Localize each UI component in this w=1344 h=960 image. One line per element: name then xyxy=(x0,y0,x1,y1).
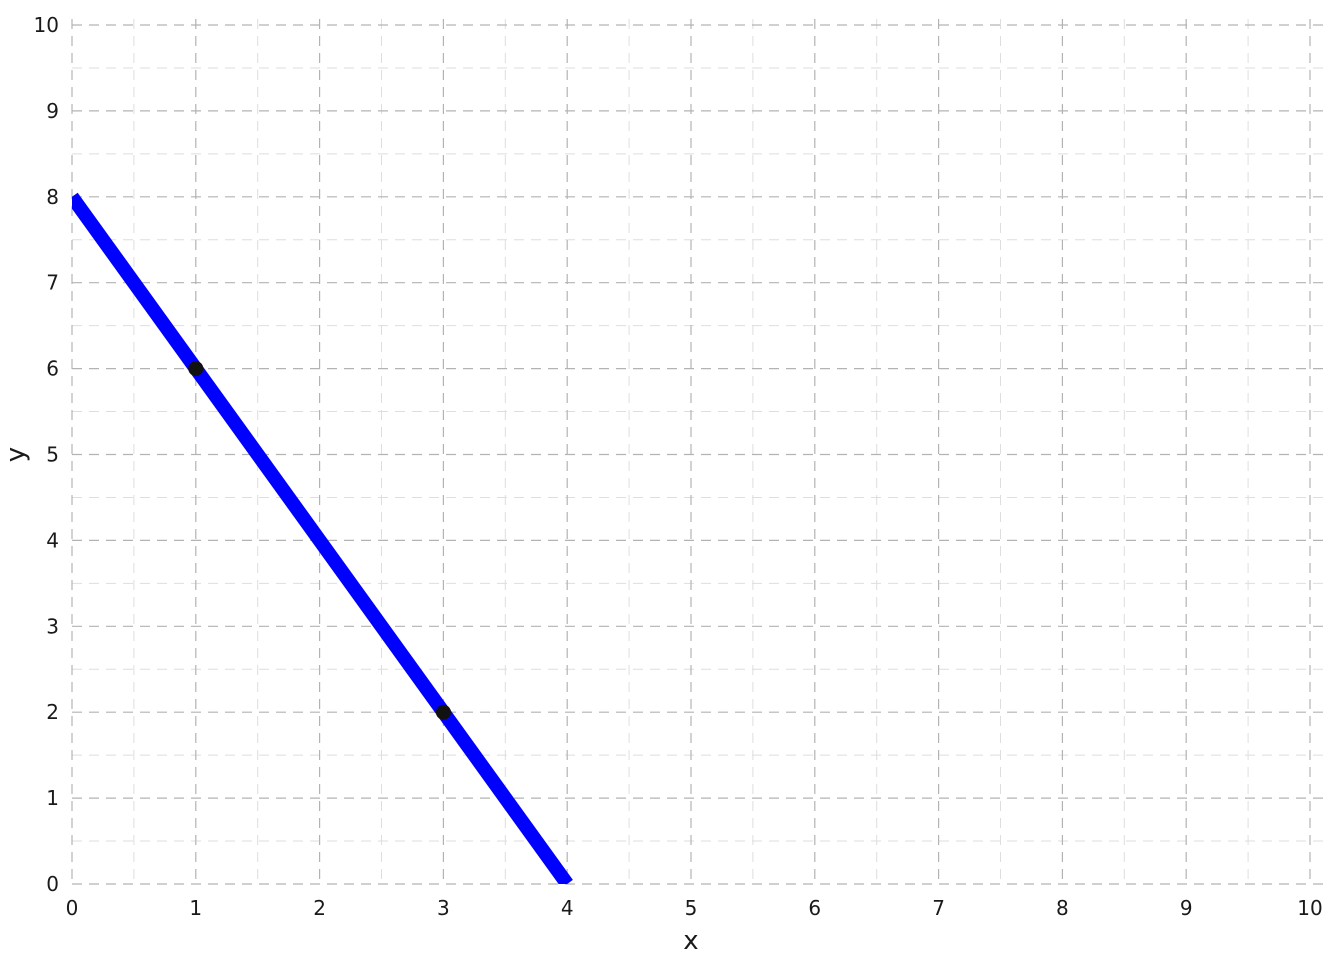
x-tick-label: 7 xyxy=(932,896,945,920)
y-tick-label: 2 xyxy=(46,700,59,724)
y-tick-label: 6 xyxy=(46,357,59,381)
data-point xyxy=(188,361,204,377)
x-tick-label: 10 xyxy=(1297,896,1322,920)
y-tick-label: 9 xyxy=(46,99,59,123)
series-layer xyxy=(72,192,573,884)
x-tick-label: 1 xyxy=(189,896,202,920)
y-tick-label: 10 xyxy=(34,13,59,37)
x-axis-title: x xyxy=(683,926,698,956)
tick-labels: 0 1 2 3 4 5 6 7 8 9 10 0 1 2 3 4 5 6 7 8 9 10 xyxy=(34,13,1323,920)
y-tick-label: 4 xyxy=(46,528,59,552)
y-axis-title: y xyxy=(1,447,31,462)
y-tick-label: 1 xyxy=(46,786,59,810)
x-tick-label: 6 xyxy=(808,896,821,920)
x-tick-label: 8 xyxy=(1056,896,1069,920)
series-line xyxy=(72,192,573,884)
x-tick-label: 9 xyxy=(1180,896,1193,920)
data-point xyxy=(435,704,451,720)
major-gridlines xyxy=(71,19,1330,885)
y-tick-label: 0 xyxy=(46,872,59,896)
y-tick-label: 8 xyxy=(46,185,59,209)
x-tick-label: 5 xyxy=(685,896,698,920)
x-tick-label: 3 xyxy=(437,896,450,920)
x-tick-label: 2 xyxy=(313,896,326,920)
y-tick-label: 7 xyxy=(46,271,59,295)
y-tick-label: 3 xyxy=(46,614,59,638)
x-tick-label: 0 xyxy=(66,896,79,920)
x-tick-label: 4 xyxy=(561,896,574,920)
y-tick-label: 5 xyxy=(46,443,59,467)
